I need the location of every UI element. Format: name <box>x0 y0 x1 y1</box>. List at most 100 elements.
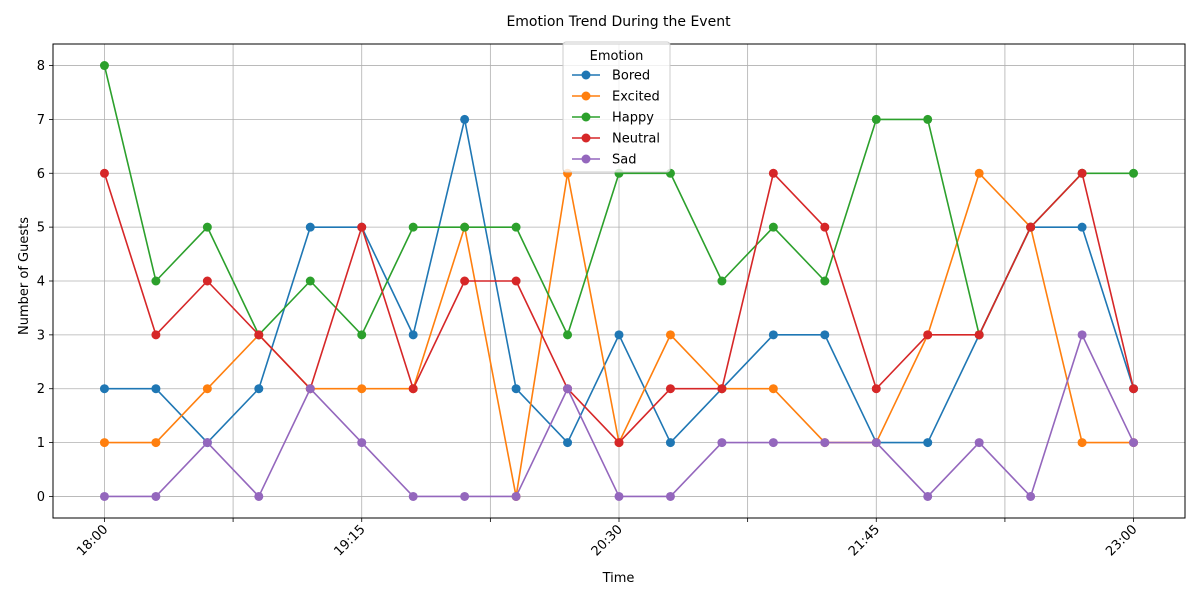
series-lines <box>99 61 1139 501</box>
y-tick-label: 4 <box>37 275 45 290</box>
data-point-sad <box>1077 330 1087 340</box>
data-point-neutral <box>665 384 675 394</box>
legend-marker <box>581 133 591 143</box>
data-point-happy <box>99 61 109 71</box>
legend-label: Excited <box>612 90 660 105</box>
data-point-sad <box>768 438 778 448</box>
data-point-sad <box>202 438 212 448</box>
data-point-neutral <box>871 384 881 394</box>
data-point-neutral <box>923 330 933 340</box>
data-point-happy <box>820 276 830 286</box>
data-point-sad <box>974 438 984 448</box>
y-tick-label: 6 <box>37 167 45 182</box>
data-point-excited <box>1077 438 1087 448</box>
data-point-neutral <box>1077 168 1087 178</box>
legend-marker <box>581 112 591 122</box>
legend-title: Emotion <box>590 49 644 64</box>
data-point-sad <box>717 438 727 448</box>
x-tick-label: 20:30 <box>589 522 626 559</box>
data-point-sad <box>305 384 315 394</box>
y-tick-label: 8 <box>37 59 45 74</box>
data-point-sad <box>820 438 830 448</box>
y-tick-label: 3 <box>37 328 45 343</box>
data-point-happy <box>923 114 933 124</box>
chart-title: Emotion Trend During the Event <box>506 14 731 30</box>
legend: Emotion Bored Excited Happy Neutral Sad <box>562 41 671 173</box>
data-point-happy <box>202 222 212 232</box>
series-sad <box>99 330 1139 501</box>
legend-marker <box>581 91 591 101</box>
data-point-sad <box>99 491 109 501</box>
data-point-bored <box>563 438 573 448</box>
data-point-happy <box>460 222 470 232</box>
data-point-neutral <box>768 168 778 178</box>
data-point-sad <box>665 491 675 501</box>
data-point-bored <box>820 330 830 340</box>
data-point-bored <box>1077 222 1087 232</box>
x-axis-label: Time <box>602 571 635 586</box>
data-point-neutral <box>151 330 161 340</box>
data-point-sad <box>254 491 264 501</box>
x-tick-label: 18:00 <box>74 522 111 559</box>
legend-label: Happy <box>612 111 654 126</box>
legend-marker <box>581 70 591 80</box>
data-point-neutral <box>460 276 470 286</box>
data-point-neutral <box>717 384 727 394</box>
x-axis-ticks: 18:00 19:15 20:30 21:45 23:00 <box>74 518 1140 559</box>
y-axis-ticks: 0 1 2 3 4 5 6 7 8 <box>37 59 53 505</box>
y-axis-label: Number of Guests <box>17 217 32 335</box>
data-point-happy <box>563 330 573 340</box>
data-point-happy <box>408 222 418 232</box>
data-point-neutral <box>1026 222 1036 232</box>
x-tick-label: 19:15 <box>331 522 368 559</box>
y-tick-label: 2 <box>37 382 45 397</box>
data-point-bored <box>614 330 624 340</box>
data-point-neutral <box>511 276 521 286</box>
data-point-bored <box>151 384 161 394</box>
data-point-excited <box>202 384 212 394</box>
data-point-sad <box>923 491 933 501</box>
legend-marker <box>581 154 591 164</box>
data-point-happy <box>151 276 161 286</box>
data-point-sad <box>1026 491 1036 501</box>
data-point-bored <box>460 114 470 124</box>
legend-label: Bored <box>612 69 650 84</box>
data-point-sad <box>511 491 521 501</box>
data-point-sad <box>151 491 161 501</box>
y-tick-label: 7 <box>37 113 45 128</box>
data-point-sad <box>614 491 624 501</box>
data-point-bored <box>254 384 264 394</box>
x-tick-label: 23:00 <box>1103 522 1140 559</box>
data-point-sad <box>871 438 881 448</box>
data-point-sad <box>408 491 418 501</box>
data-point-neutral <box>202 276 212 286</box>
data-point-happy <box>768 222 778 232</box>
data-point-bored <box>511 384 521 394</box>
data-point-sad <box>460 491 470 501</box>
data-point-neutral <box>408 384 418 394</box>
data-point-neutral <box>357 222 367 232</box>
data-point-excited <box>974 168 984 178</box>
data-point-excited <box>665 330 675 340</box>
data-point-excited <box>768 384 778 394</box>
data-point-bored <box>408 330 418 340</box>
data-point-neutral <box>254 330 264 340</box>
y-tick-label: 1 <box>37 436 45 451</box>
x-tick-label: 21:45 <box>846 522 883 559</box>
data-point-bored <box>665 438 675 448</box>
legend-label: Neutral <box>612 132 660 147</box>
data-point-bored <box>923 438 933 448</box>
data-point-bored <box>768 330 778 340</box>
data-point-sad <box>1129 438 1139 448</box>
data-point-happy <box>305 276 315 286</box>
y-tick-label: 5 <box>37 221 45 236</box>
data-point-excited <box>357 384 367 394</box>
legend-label: Sad <box>612 153 636 168</box>
data-point-happy <box>717 276 727 286</box>
data-point-neutral <box>1129 384 1139 394</box>
data-point-neutral <box>820 222 830 232</box>
data-point-sad <box>357 438 367 448</box>
data-point-happy <box>871 114 881 124</box>
data-point-happy <box>511 222 521 232</box>
data-point-neutral <box>99 168 109 178</box>
